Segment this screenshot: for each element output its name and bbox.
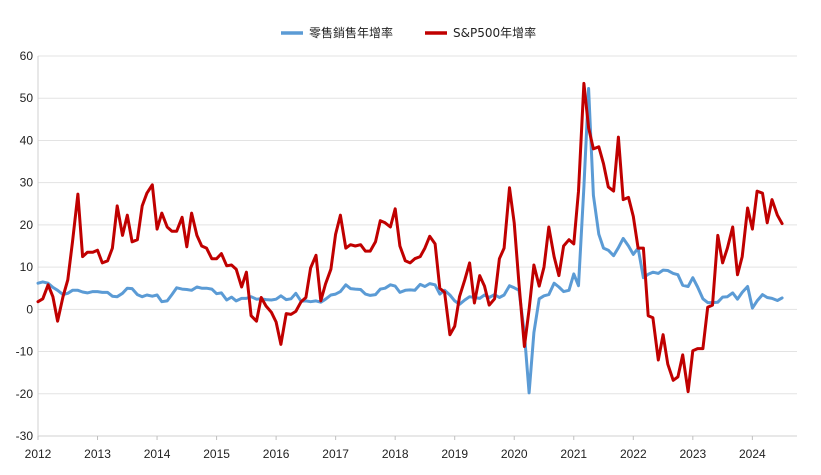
legend-label-retail-sales: 零售銷售年增率 <box>309 25 393 40</box>
x-tick-label: 2023 <box>679 447 706 461</box>
y-tick-label: 50 <box>20 91 34 105</box>
series-line-retail-sales <box>36 87 784 395</box>
y-tick-label: 0 <box>26 302 33 316</box>
x-tick-label: 2024 <box>739 447 766 461</box>
x-axis-ticks: 2012 2013 2014 2015 2016 2017 2018 2019 2020 2021… <box>25 436 766 461</box>
x-tick-label: 2014 <box>144 447 171 461</box>
y-tick-label: -10 <box>16 345 34 359</box>
y-tick-label: -20 <box>16 387 34 401</box>
y-tick-label: 40 <box>20 133 34 147</box>
y-axis-ticks: -30 -20 -10 0 10 20 30 40 50 60 <box>16 49 34 443</box>
x-tick-label: 2013 <box>84 447 111 461</box>
x-tick-label: 2018 <box>382 447 409 461</box>
y-tick-label: 20 <box>20 218 34 232</box>
legend-label-sp500: S&P500年增率 <box>453 25 536 40</box>
legend: 零售銷售年增率 S&P500年增率 <box>281 25 536 40</box>
y-tick-label: 10 <box>20 260 34 274</box>
x-tick-label: 2021 <box>560 447 587 461</box>
x-tick-label: 2017 <box>322 447 349 461</box>
y-tick-label: -30 <box>16 429 34 443</box>
y-tick-label: 60 <box>20 49 34 63</box>
x-tick-label: 2022 <box>620 447 647 461</box>
x-tick-label: 2012 <box>25 447 52 461</box>
series-line-sp500 <box>36 81 784 394</box>
x-tick-label: 2019 <box>441 447 468 461</box>
x-tick-label: 2016 <box>263 447 290 461</box>
grid-lines <box>37 55 797 437</box>
x-tick-label: 2015 <box>203 447 230 461</box>
y-tick-label: 30 <box>20 176 34 190</box>
x-tick-label: 2020 <box>501 447 528 461</box>
series-lines <box>36 81 784 395</box>
